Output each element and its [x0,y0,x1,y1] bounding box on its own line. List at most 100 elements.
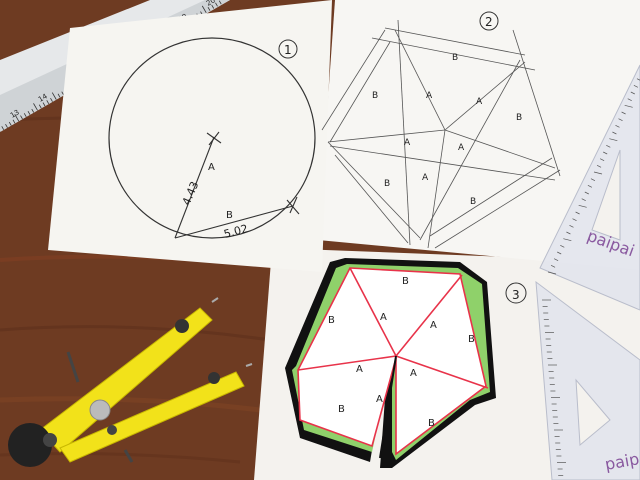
radius-letter: A [208,162,215,173]
step-number-2: 2 [485,15,493,29]
label: A [430,320,437,331]
set-square-tick [572,218,577,221]
set-square-tick [603,151,608,155]
set-square-tick [606,145,611,148]
arc-mark [286,196,300,215]
label: B [468,334,475,345]
ruler-tick [215,2,218,7]
ruler-tick [12,119,16,124]
label: B [428,418,435,429]
label: A [404,138,411,148]
label: B [470,197,476,207]
ruler-tick [218,0,222,5]
sheet-1 [48,0,332,272]
set-square-tick [615,125,620,128]
ruler-tick [207,6,211,11]
label: B [328,315,335,326]
set-square-tick [624,104,633,108]
set-square-tick [618,118,623,121]
set-square-tick [584,191,589,195]
set-square-tick [612,131,617,135]
sheet-2-labels: 2 B B B B B A A A A A [372,11,522,207]
net-cut-line [379,355,397,459]
set-square-tick [575,211,580,215]
compass [8,297,253,467]
set-square-tick [593,171,603,175]
center-mark [206,131,222,146]
radius-line [174,136,215,239]
label: A [458,143,465,153]
set-square-upper-ticks [547,78,640,275]
set-square-tick [581,198,586,201]
set-square-upper: paipai [539,64,640,311]
set-square-tick [630,91,635,95]
step-number-1: 1 [284,43,292,57]
set-square-tick [550,265,556,268]
ruler-tick [14,114,20,122]
set-square-tick [636,78,640,81]
sheet-2 [318,0,640,270]
label: A [356,364,363,375]
label: B [402,276,409,287]
label: A [410,368,417,379]
label: B [452,53,458,63]
ruler-tick [8,121,12,126]
set-square-tick [553,258,559,261]
label: A [380,312,387,323]
set-square-lower: paipai [535,280,640,480]
set-square-tick [599,158,605,161]
set-square-tick [596,165,602,168]
label: A [376,394,383,405]
label: A [476,97,483,107]
chord-letter: B [226,210,233,221]
label: B [384,179,390,189]
label: A [426,91,433,101]
circle-construction: 1 4.43 5.02 A B [108,37,316,241]
ruler-tick [31,108,35,113]
circle [108,37,316,239]
ruler-tick [51,92,57,100]
set-square-tick [590,178,596,181]
ruler-tick [42,102,46,107]
step-circle-2 [479,11,499,31]
label: B [516,113,522,123]
set-square-tick [627,98,632,101]
ruler-tick [5,123,8,128]
set-square-tick [566,231,571,235]
set-square-tick [609,138,618,142]
step-number-3: 3 [512,288,520,302]
net-red-lines [297,267,489,389]
ruler-tick [27,110,31,115]
ruler-number: 14 [37,92,49,104]
ruler-tick [20,115,23,120]
step-circle-3 [505,282,527,304]
set-square-tick [621,111,626,115]
ruler-tick [57,93,61,98]
ruler-tick [23,113,27,118]
ruler-tick [1,126,5,131]
set-square-tick [578,204,587,208]
set-square-tick [560,245,565,248]
ruler-tick [50,97,53,102]
set-square-tick [563,238,572,242]
ruler-tick [38,104,42,109]
set-square-tick [633,85,639,88]
set-square-tick [547,271,557,275]
chord-line [174,205,294,239]
ruler-number: 13 [9,108,21,119]
set-square-tick [557,251,562,255]
label: B [372,91,378,101]
label: B [338,404,345,415]
ruler-tick [211,4,215,9]
chord-label: 5.02 [222,222,249,241]
pentagon-net: 3 B B B B B A A A A A [285,258,527,468]
ruler-tick [46,100,50,105]
set-square-lower-ticks [542,299,566,476]
pentagon-construction [321,19,561,249]
set-square-tick [587,185,593,188]
step-circle-1 [278,39,298,59]
ruler-tick [33,103,38,111]
label: A [422,173,429,183]
set-square-tick [569,225,574,228]
